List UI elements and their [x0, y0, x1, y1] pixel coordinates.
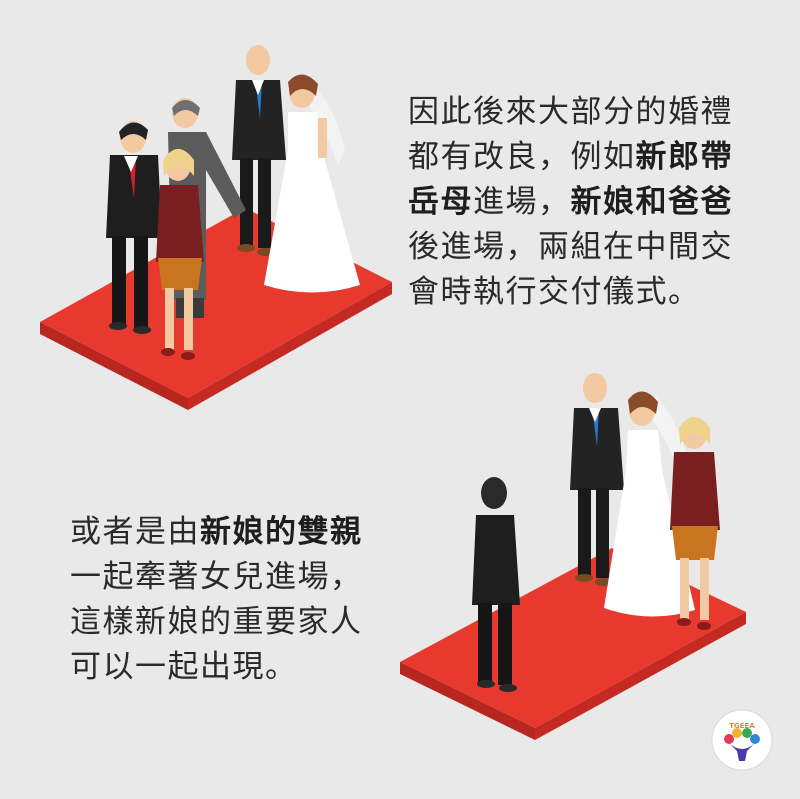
text-segment: 或者是由	[70, 514, 200, 550]
text-line: 可以一起出現。	[70, 649, 298, 685]
bride-figure	[264, 74, 360, 293]
father-figure	[232, 45, 286, 256]
text-segment: 進場，	[473, 184, 571, 220]
groom-figure	[106, 121, 162, 334]
text-line: 因此後來大部分的婚禮	[408, 94, 733, 130]
logo-text: TGEEA	[729, 722, 755, 730]
tree-logo-icon: TGEEA	[711, 709, 773, 771]
mother-figure-2	[670, 417, 720, 630]
text-line: 會時執行交付儀式。	[408, 274, 701, 310]
father-figure-2	[570, 373, 624, 586]
top-scene	[40, 45, 392, 410]
red-carpet-edge-right-2	[535, 612, 746, 740]
mother-figure	[156, 149, 204, 360]
bold-text-segment: 新郎帶	[635, 139, 733, 175]
text-segment: 都有改良，例如	[408, 139, 636, 175]
bottom-text-block: 或者是由新娘的雙親 一起牽著女兒進場， 這樣新娘的重要家人 可以一起出現。	[70, 510, 363, 690]
bottom-scene	[400, 373, 746, 740]
groom-back-figure	[472, 477, 520, 692]
text-line: 後進場，兩組在中間交	[408, 229, 733, 265]
red-carpet-top-2	[400, 548, 746, 728]
bold-text-segment: 新娘和爸爸	[570, 184, 733, 220]
text-line: 這樣新娘的重要家人	[70, 604, 363, 640]
red-carpet-edge	[40, 322, 188, 410]
bold-text-segment: 新娘的雙親	[200, 514, 363, 550]
top-text-block: 因此後來大部分的婚禮 都有改良，例如新郎帶 岳母進場，新娘和爸爸 後進場，兩組在…	[408, 90, 733, 315]
red-carpet-edge-right	[188, 282, 392, 410]
text-line: 岳母進場，新娘和爸爸	[408, 180, 733, 225]
bold-text-segment: 岳母	[408, 184, 473, 220]
red-carpet-edge-2	[400, 662, 535, 740]
text-line: 一起牽著女兒進場，	[70, 559, 363, 595]
text-line: 或者是由新娘的雙親	[70, 510, 363, 555]
text-line: 都有改良，例如新郎帶	[408, 135, 733, 180]
